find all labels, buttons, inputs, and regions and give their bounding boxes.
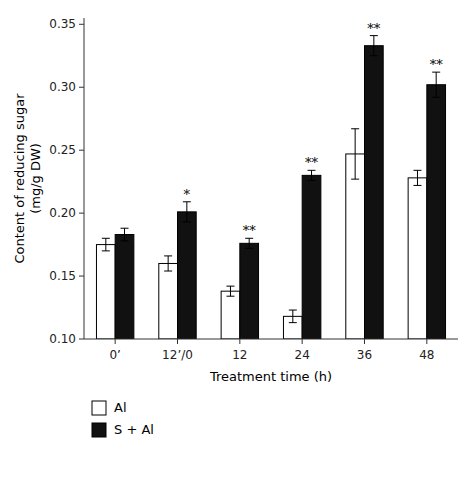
x-tick-label: 48 [419, 348, 434, 362]
y-tick [79, 24, 84, 25]
y-tick-label: 0.35 [49, 17, 76, 31]
y-tick-label: 0.10 [49, 332, 76, 346]
y-tick-label: 0.20 [49, 206, 76, 220]
bar [159, 263, 178, 339]
x-tick [177, 339, 178, 344]
legend-swatch [92, 423, 106, 437]
legend-swatch [92, 401, 106, 415]
y-tick [79, 87, 84, 88]
x-axis-label: Treatment time (h) [209, 369, 332, 384]
x-tick [364, 339, 365, 344]
y-tick [79, 339, 84, 340]
y-tick-label: 0.30 [49, 80, 76, 94]
bar [302, 175, 321, 339]
significance-label: * [184, 187, 191, 202]
legend: Al S + Al [92, 400, 154, 438]
x-tick-label: 36 [357, 348, 372, 362]
error-bar [226, 286, 234, 296]
y-axis-label-line: (mg/g DW) [28, 143, 43, 214]
error-bar [432, 72, 440, 97]
x-tick-label: 0’ [109, 348, 120, 362]
error-bar [121, 228, 129, 241]
x-tick [239, 339, 240, 344]
error-bar [164, 256, 172, 271]
error-bar [351, 129, 359, 179]
x-tick [302, 339, 303, 344]
error-bar [308, 170, 316, 180]
chart: *********0.100.150.200.250.300.350’12’/0… [0, 0, 474, 479]
error-bar [370, 36, 378, 56]
x-tick-label: 12’/0 [162, 348, 193, 362]
bar [427, 85, 446, 339]
legend-label: Al [114, 400, 127, 415]
error-bar [183, 202, 191, 222]
bar [408, 178, 427, 339]
significance-label: ** [367, 21, 381, 36]
error-bar [102, 238, 110, 251]
x-tick [115, 339, 116, 344]
legend-label: S + Al [114, 422, 154, 437]
error-bar [245, 238, 253, 248]
bar [178, 212, 197, 339]
plot-area [96, 36, 445, 339]
x-tick [426, 339, 427, 344]
y-axis-label-line: Content of reducing sugar [12, 93, 27, 264]
x-axis-line [84, 339, 458, 340]
y-tick-label: 0.25 [49, 143, 76, 157]
x-tick-label: 24 [295, 348, 310, 362]
bar [96, 245, 115, 339]
significance-label: ** [430, 57, 444, 72]
bar [365, 46, 384, 339]
y-tick [79, 276, 84, 277]
error-bar [289, 310, 297, 323]
x-tick-label: 12 [232, 348, 247, 362]
significance-label: ** [305, 155, 319, 170]
y-axis-line [84, 18, 85, 339]
y-tick-label: 0.15 [49, 269, 76, 283]
error-bar [413, 170, 421, 185]
y-tick [79, 213, 84, 214]
bar [115, 235, 134, 339]
bar [346, 154, 365, 339]
bar [221, 291, 240, 339]
y-tick [79, 150, 84, 151]
significance-label: ** [243, 223, 257, 238]
bar [240, 243, 259, 339]
y-axis-label: Content of reducing sugar(mg/g DW) [12, 93, 43, 264]
